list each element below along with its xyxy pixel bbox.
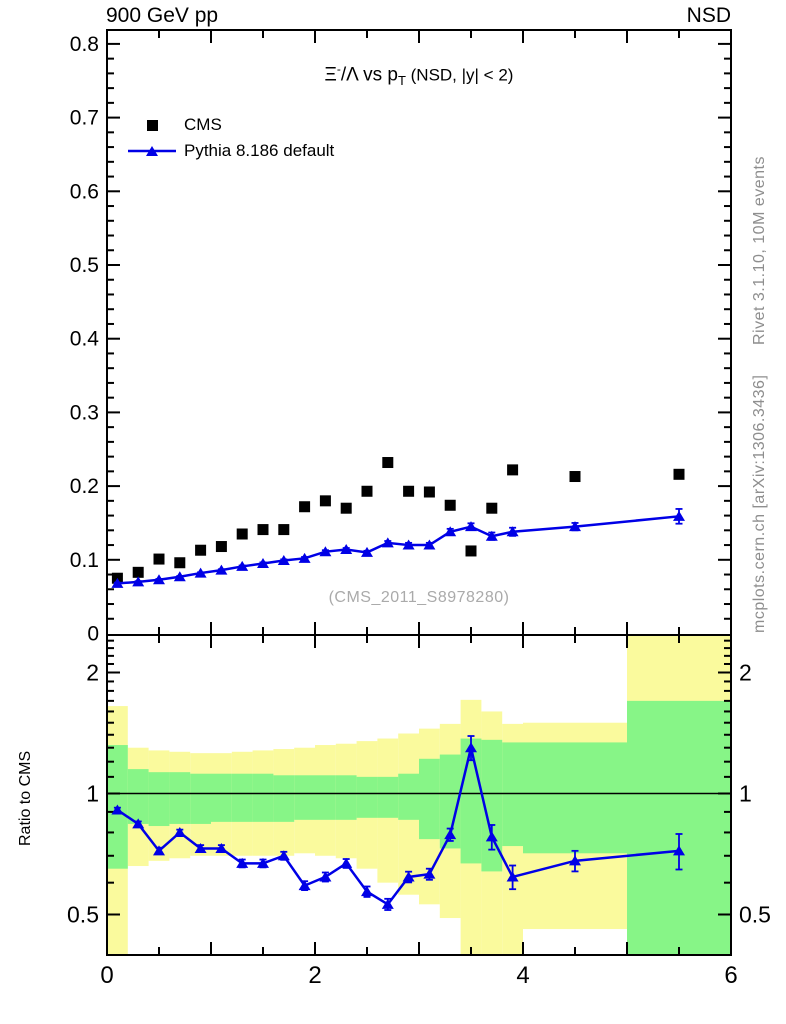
rivet-version-note: Rivet 3.1.10, 10M events bbox=[751, 156, 768, 345]
observable-title: Ξ-/Λ vs pT (NSD, |y| < 2) bbox=[107, 62, 731, 88]
series-pythia-cms-ratio bbox=[111, 735, 685, 911]
svg-text:2: 2 bbox=[86, 660, 99, 686]
main-y-axis-ticks bbox=[107, 42, 731, 620]
svg-text:1: 1 bbox=[86, 781, 99, 807]
beam-energy-title: 900 GeV pp bbox=[106, 4, 219, 27]
mcplots-arxiv-note: mcplots.cern.ch [arXiv:1306.3436] bbox=[751, 374, 768, 633]
ratio-y-axis-ticks bbox=[107, 639, 731, 916]
legend-label-pythia: Pythia 8.186 default bbox=[184, 141, 335, 160]
svg-text:0: 0 bbox=[100, 962, 113, 989]
svg-text:0.8: 0.8 bbox=[70, 33, 99, 56]
analysis-id-watermark: (CMS_2011_S8978280) bbox=[328, 589, 510, 606]
svg-text:1: 1 bbox=[739, 781, 752, 807]
series-cms bbox=[111, 457, 685, 584]
legend: CMS Pythia 8.186 default bbox=[126, 112, 334, 164]
ratio-y-axis-tick-labels: 0.5 0.5 1 1 2 2 bbox=[67, 660, 771, 928]
ratio-axis-label: Ratio to CMS bbox=[17, 750, 34, 846]
pythia-line-triangle-icon bbox=[128, 146, 176, 156]
svg-text:0.1: 0.1 bbox=[70, 549, 99, 572]
svg-text:2: 2 bbox=[739, 660, 752, 686]
svg-text:4: 4 bbox=[516, 962, 529, 989]
svg-text:0.6: 0.6 bbox=[70, 180, 99, 203]
observable-title-cuts: (NSD, |y| < 2) bbox=[405, 65, 514, 85]
svg-text:0.4: 0.4 bbox=[70, 328, 100, 351]
svg-text:0.3: 0.3 bbox=[70, 401, 99, 424]
svg-text:0: 0 bbox=[87, 623, 99, 646]
svg-text:0.5: 0.5 bbox=[739, 902, 771, 928]
svg-text:0.7: 0.7 bbox=[70, 107, 99, 130]
observable-title-superscript: - bbox=[336, 62, 341, 76]
legend-item-cms: CMS bbox=[126, 112, 334, 138]
x-axis-ticks bbox=[158, 30, 680, 955]
event-class-title: NSD bbox=[686, 4, 731, 27]
cms-square-marker-icon bbox=[146, 119, 158, 131]
svg-text:2: 2 bbox=[308, 962, 321, 989]
ratio-band-stat bbox=[107, 700, 731, 955]
svg-text:0.5: 0.5 bbox=[70, 254, 99, 277]
observable-title-prefix: Ξ bbox=[324, 64, 337, 86]
observable-title-mid: /Λ vs p bbox=[340, 64, 398, 86]
svg-text:0.5: 0.5 bbox=[67, 902, 99, 928]
legend-label-cms: CMS bbox=[184, 115, 222, 134]
legend-item-pythia: Pythia 8.186 default bbox=[126, 138, 334, 164]
series-pythia-8-186-default bbox=[111, 508, 685, 588]
svg-text:0.2: 0.2 bbox=[70, 475, 99, 498]
x-axis-tick-labels: 0 2 4 6 bbox=[100, 962, 737, 989]
svg-text:6: 6 bbox=[724, 962, 737, 989]
observable-title-subscript: T bbox=[397, 73, 406, 89]
main-y-axis-tick-labels: 0 0.1 0.2 0.3 0.4 0.5 0.6 0.7 0.8 bbox=[70, 33, 100, 646]
